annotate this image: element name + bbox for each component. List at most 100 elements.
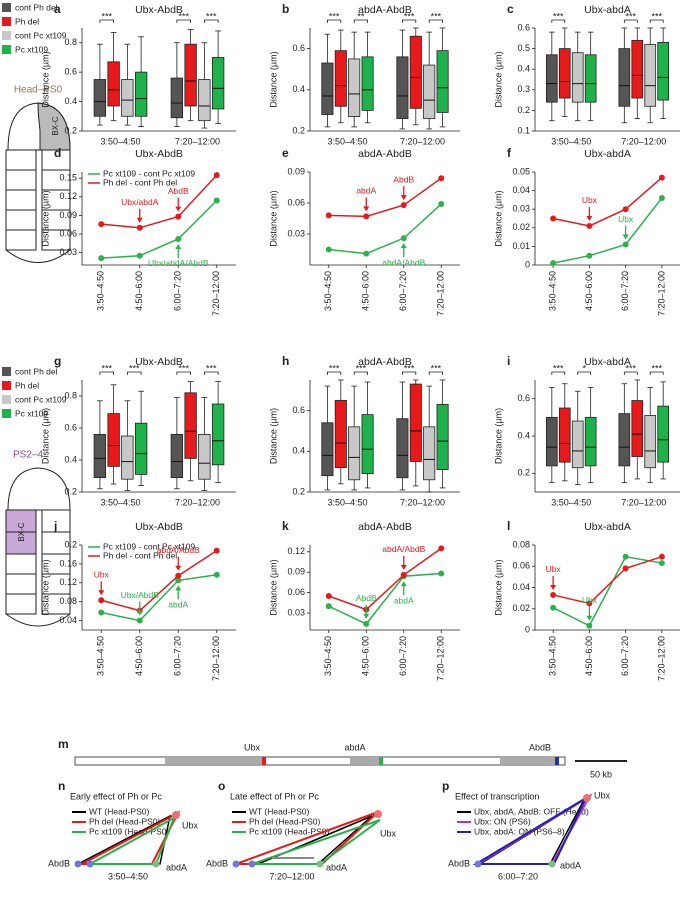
x-tick-label: 7:20–12:00: [621, 497, 666, 507]
significance-label: ***: [329, 11, 340, 21]
x-tick-label: 4:50–6:00: [361, 271, 371, 311]
point: [325, 593, 332, 599]
y-tick-label: 0.04: [512, 582, 530, 592]
x-tick-label: 3:50–4:50: [327, 497, 367, 507]
point: [658, 553, 665, 560]
panel-letter: f: [507, 146, 512, 160]
box: [107, 413, 120, 467]
y-axis-label: Distance (µm): [40, 190, 50, 246]
y-tick-label: 0.06: [287, 587, 305, 597]
legend-label: cont Pc xt109: [15, 394, 67, 404]
significance-bracket: [353, 19, 368, 23]
point: [550, 591, 557, 598]
series-line: [328, 572, 442, 625]
y-tick-label: 0.6: [64, 67, 77, 77]
box: [423, 426, 436, 481]
y-tick-label: 0.15: [59, 173, 77, 183]
significance-bracket: [551, 371, 566, 375]
point: [98, 221, 105, 228]
annotation: Ubx: [94, 570, 110, 580]
y-tick-label: 0.05: [512, 166, 530, 176]
y-tick-label: 0.01: [512, 241, 530, 251]
legend-label: Ph del (Head-PS0): [249, 816, 321, 826]
box: [198, 433, 211, 480]
point: [550, 260, 557, 267]
chart-title: Ubx-abdA: [584, 4, 631, 16]
box: [631, 400, 644, 457]
point: [175, 572, 182, 579]
annotation: Ubx/abdA: [121, 197, 159, 207]
point: [98, 597, 105, 604]
x-tick-label: 3:50–4:50: [323, 271, 333, 311]
legend-label: cont Ph del: [15, 366, 58, 376]
x-tick-label: 3:50–4:50: [551, 136, 591, 146]
annotation-arrowhead: [175, 206, 182, 212]
x-tick-label: 3:50–4:50: [96, 271, 106, 311]
y-tick-label: 0.4: [292, 84, 305, 94]
embryo-diagram: [5, 102, 71, 263]
point: [658, 560, 665, 567]
annotation: AbdB: [168, 186, 189, 196]
significance-label: ***: [431, 363, 442, 373]
significance-bracket: [428, 371, 443, 375]
x-tick-label: 6:00–7:20: [620, 636, 630, 676]
point: [438, 545, 445, 552]
significance-bracket: [551, 19, 566, 23]
point: [586, 252, 593, 259]
y-tick-label: 0.8: [64, 37, 77, 47]
annotation: abdA: [394, 596, 414, 606]
annotation: abdA/AbdB: [382, 257, 425, 267]
annotation-arrowhead: [363, 206, 370, 212]
point: [438, 201, 445, 208]
point: [363, 620, 370, 627]
x-tick-label: 7:20–12:00: [211, 271, 221, 316]
legend-swatch: [2, 409, 11, 418]
box: [361, 414, 374, 475]
x-tick-label: 3:50–4:50: [551, 497, 591, 507]
vertex-label: Ubx: [380, 828, 397, 838]
box: [436, 404, 449, 471]
chart-title: Ubx-AbdB: [135, 148, 183, 160]
box: [170, 433, 184, 478]
y-axis-label: Distance (µm): [493, 559, 503, 615]
legend-label: cont Pc xt109: [15, 30, 67, 40]
x-tick-label: 7:20–12:00: [400, 136, 445, 146]
x-tick-label: 3:50–4:50: [323, 636, 333, 676]
significance-bracket: [353, 371, 368, 375]
significance-label: ***: [553, 11, 564, 21]
y-tick-label: 0.09: [287, 567, 305, 577]
annotation-arrowhead: [400, 564, 407, 570]
y-tick-label: 0.2: [292, 486, 305, 496]
y-tick-label: 0.12: [287, 546, 305, 556]
box: [584, 54, 597, 103]
annotation-arrowhead: [400, 195, 407, 201]
box: [107, 61, 120, 107]
y-tick-label: 0.6: [517, 22, 530, 32]
y-axis-label: Distance (µm): [40, 408, 50, 464]
point: [586, 222, 593, 229]
x-tick-label: 3:50–4:50: [327, 136, 367, 146]
box: [184, 43, 197, 107]
annotation: abdA: [356, 186, 376, 196]
legend-label: Pc xt109 - cont Pc xt109: [103, 541, 195, 551]
y-tick-label: 0.03: [59, 247, 77, 257]
legend-label: Ph del: [15, 16, 39, 26]
box: [121, 435, 134, 480]
vertex-label: abdA: [560, 860, 581, 870]
y-tick-label: 0.16: [59, 558, 77, 568]
gene-label: AbdB: [529, 742, 551, 752]
legend-label: Ubx, abdA, AbdB: OFF (Head): [474, 806, 589, 816]
point: [586, 600, 593, 607]
box: [134, 71, 148, 117]
box: [134, 422, 148, 475]
point: [658, 174, 665, 181]
annotation-arrowhead: [586, 615, 593, 621]
point: [400, 202, 407, 209]
y-tick-label: 0.4: [64, 96, 77, 106]
significance-label: ***: [404, 363, 415, 373]
vertex-label: AbdB: [448, 858, 470, 868]
point: [175, 213, 182, 220]
point: [400, 235, 407, 242]
significance-label: ***: [129, 363, 140, 373]
annotation: AbdB: [356, 593, 377, 603]
